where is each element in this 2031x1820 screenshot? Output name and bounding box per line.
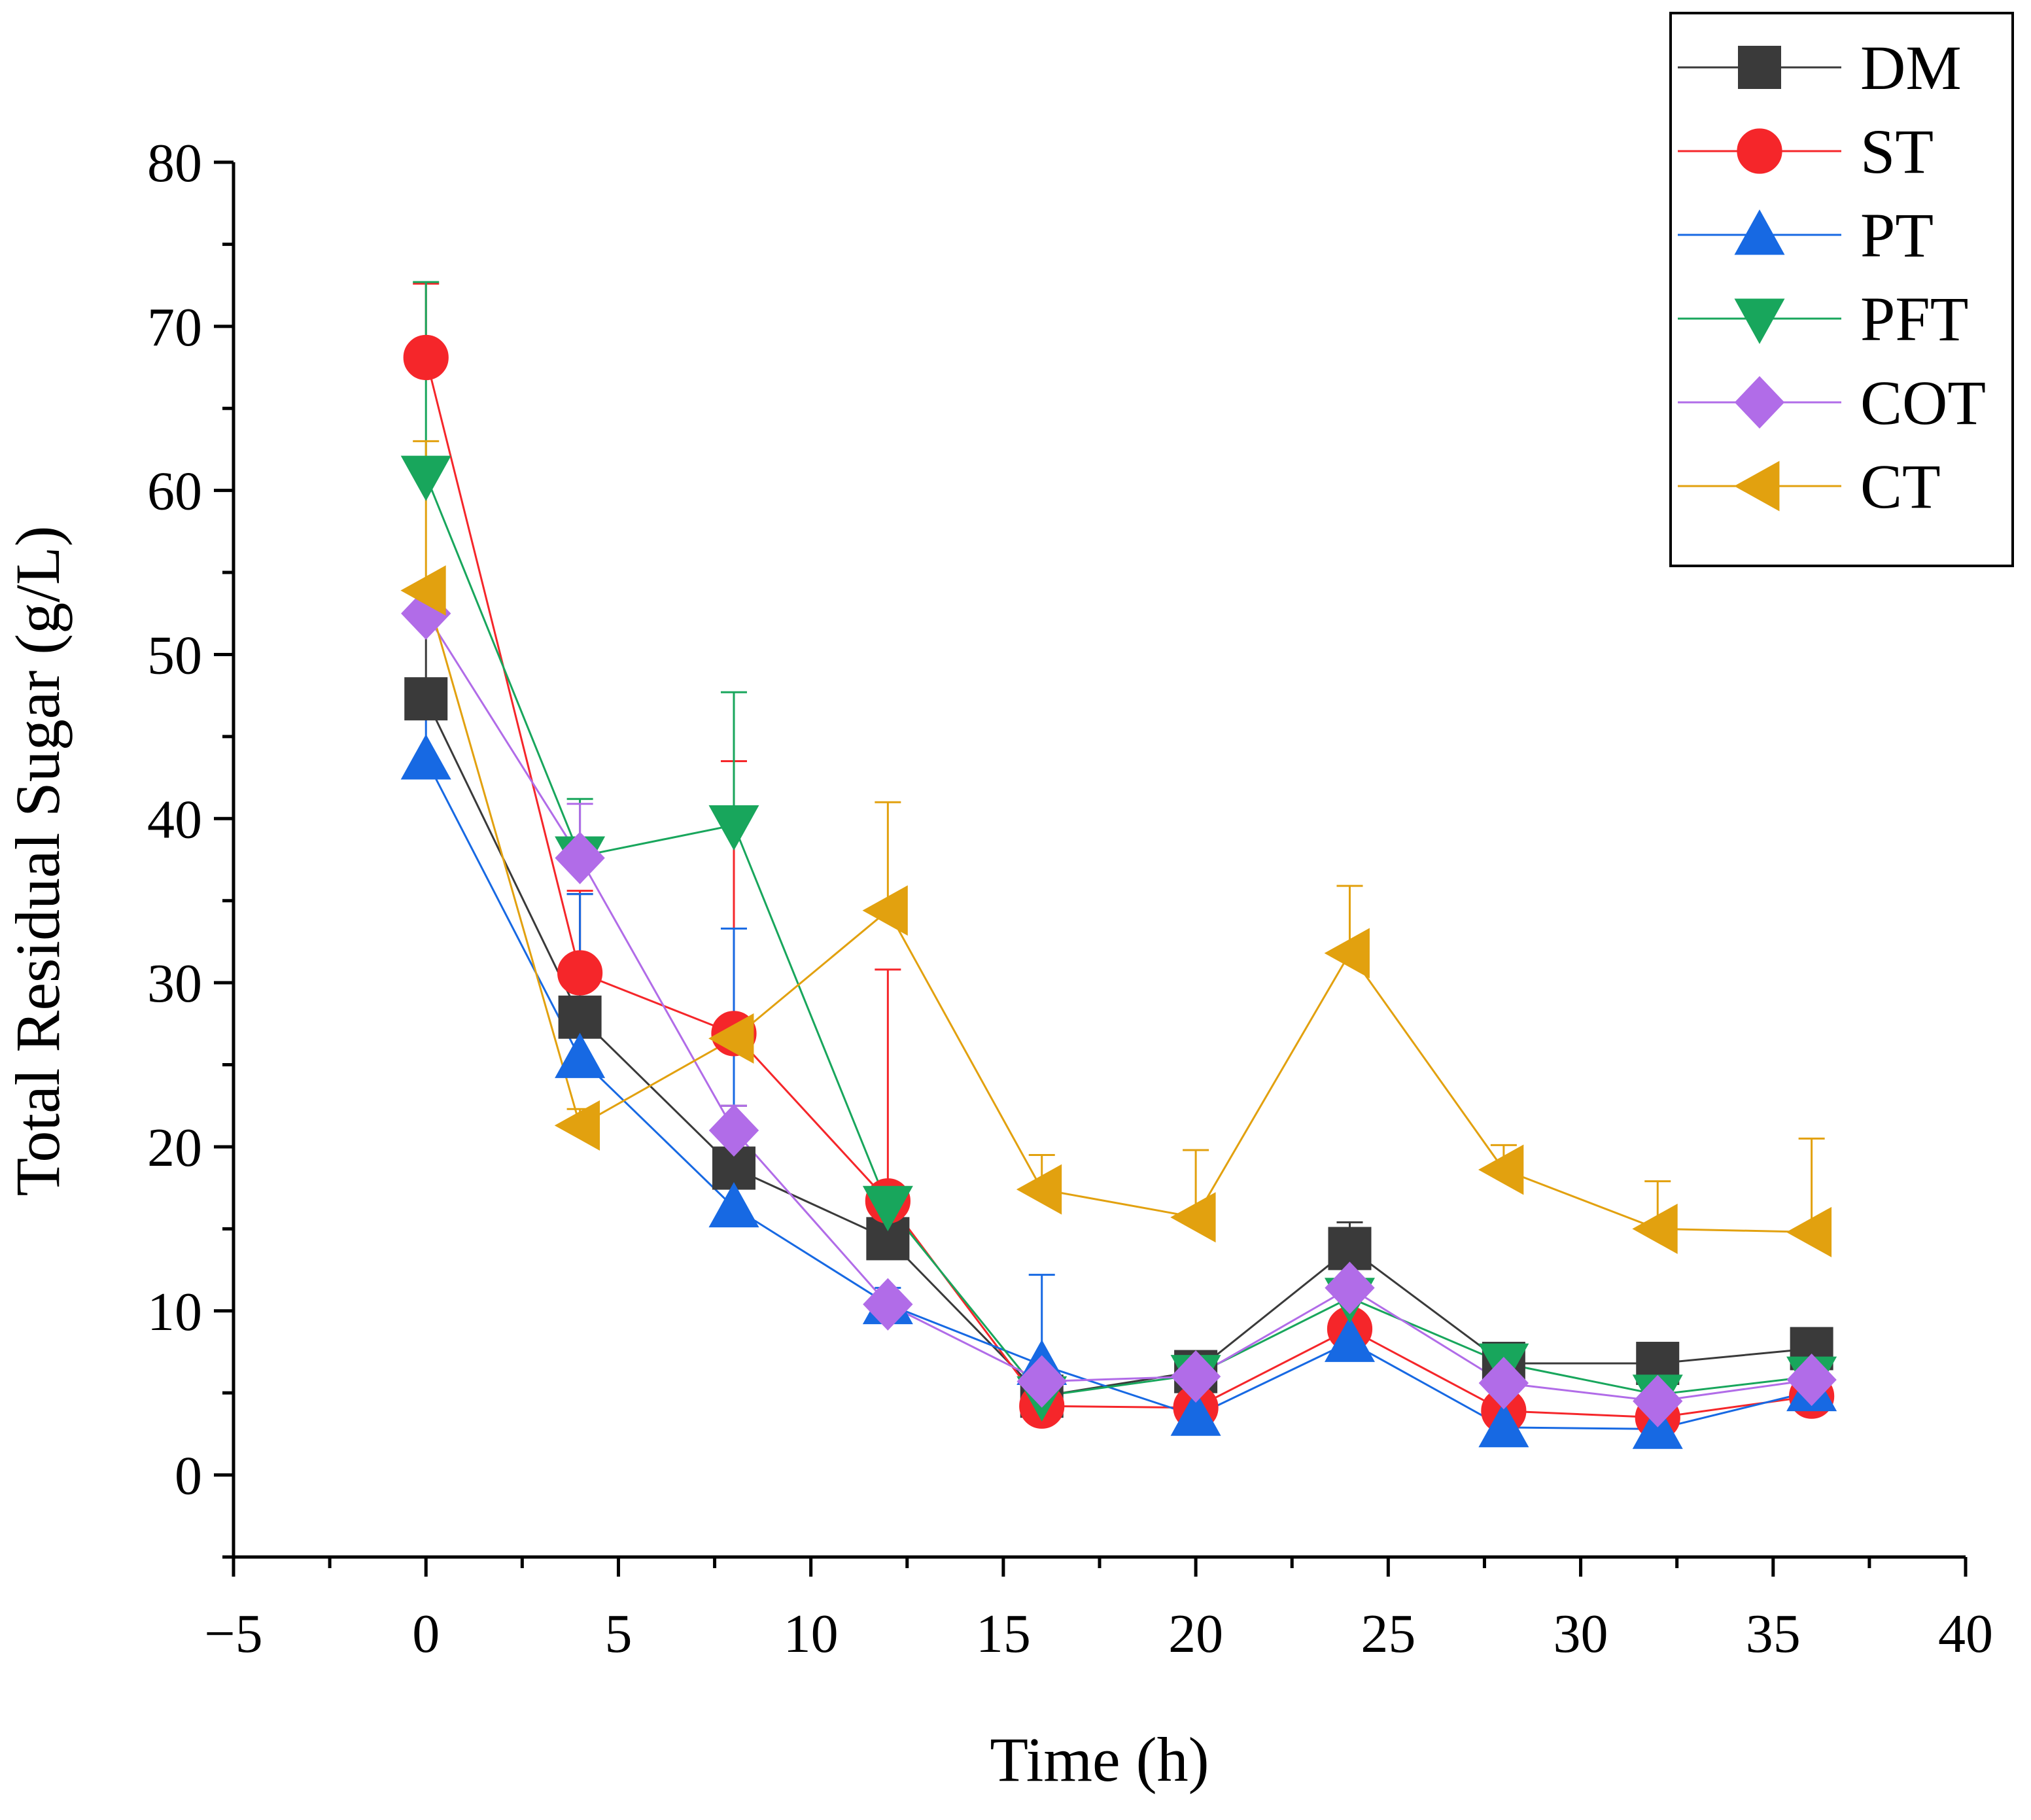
data-point-cot <box>1786 1354 1837 1407</box>
data-point-ct <box>1170 1192 1216 1243</box>
tick-labels: −5 0 5 10 15 20 25 30 35 40 0 10 20 30 40 50 60 70 80 <box>147 133 1993 1664</box>
series-line-st <box>425 357 1812 1419</box>
data-point-ct <box>554 1100 600 1151</box>
data-point-ct <box>1632 1203 1678 1254</box>
data-point-ct <box>1786 1206 1832 1257</box>
data-point-pft <box>862 1185 913 1232</box>
data-point-cot <box>1170 1350 1221 1403</box>
data-point-ct <box>1324 928 1370 979</box>
series-line-pt <box>425 759 1812 1430</box>
data-point-pt <box>1170 1390 1221 1436</box>
data-point-cot <box>708 1104 759 1157</box>
series-lines <box>425 357 1812 1430</box>
x-tick-label: 0 <box>412 1603 440 1664</box>
legend-marker-pft <box>1734 298 1785 344</box>
x-tick-label: 30 <box>1554 1603 1608 1664</box>
legend-label-pft: PFT <box>1860 284 1968 354</box>
series-line-pft <box>425 475 1812 1397</box>
y-tick-label: 10 <box>147 1282 202 1342</box>
y-tick-label: 50 <box>147 625 202 686</box>
ticks <box>214 160 1968 1577</box>
legend-label-dm: DM <box>1860 33 1962 103</box>
data-point-pt <box>555 1032 606 1078</box>
x-axis-title: Time (h) <box>990 1724 1209 1794</box>
data-point-dm <box>558 995 602 1039</box>
legend-marker-dm <box>1738 46 1781 89</box>
data-point-cot <box>555 831 605 884</box>
y-tick-label: 0 <box>175 1446 202 1507</box>
data-point-cot <box>1016 1355 1067 1408</box>
x-tick-label: 20 <box>1168 1603 1223 1664</box>
data-point-ct <box>400 565 446 616</box>
legend-label-cot: COT <box>1860 368 1986 438</box>
y-tick-label: 70 <box>147 297 202 358</box>
data-point-pt <box>1324 1316 1375 1362</box>
legend-marker-ct <box>1734 461 1780 512</box>
data-point-cot <box>1478 1357 1529 1410</box>
markers <box>400 334 1837 1449</box>
y-tick-label: 80 <box>147 133 202 194</box>
legend-box <box>1669 12 2014 567</box>
data-point-cot <box>1633 1374 1683 1427</box>
legend-label-st: ST <box>1860 116 1934 186</box>
legend-label-pt: PT <box>1860 200 1934 270</box>
legend-marker-st <box>1737 128 1782 174</box>
y-axis-title: Total Residual Sugar (g/L) <box>3 525 73 1196</box>
data-point-st <box>403 334 449 381</box>
legend-marker-pt <box>1734 209 1785 255</box>
data-point-cot <box>1325 1261 1375 1314</box>
data-point-ct <box>1016 1164 1062 1215</box>
data-point-pft <box>708 805 759 851</box>
x-tick-label: −5 <box>204 1603 262 1664</box>
data-point-pt <box>1478 1401 1529 1448</box>
data-point-cot <box>863 1278 913 1331</box>
legend: DM ST PT PFT COT CT <box>1669 12 2014 567</box>
series-line-dm <box>425 698 1812 1397</box>
y-tick-label: 20 <box>147 1117 202 1178</box>
y-tick-label: 40 <box>147 789 202 850</box>
x-tick-label: 25 <box>1361 1603 1415 1664</box>
data-point-ct <box>1478 1144 1524 1195</box>
y-tick-label: 30 <box>147 953 202 1014</box>
y-tick-label: 60 <box>147 461 202 522</box>
x-tick-label: 10 <box>784 1603 839 1664</box>
legend-marker-cot <box>1734 376 1785 429</box>
x-tick-label: 40 <box>1938 1603 1993 1664</box>
x-tick-label: 15 <box>976 1603 1031 1664</box>
data-point-pt <box>708 1181 759 1228</box>
data-point-pt <box>400 734 451 780</box>
series-line-ct <box>425 590 1812 1233</box>
series-line-cot <box>425 612 1812 1403</box>
data-point-ct <box>708 1013 754 1064</box>
data-point-dm <box>404 677 448 721</box>
legend-label-ct: CT <box>1860 451 1941 521</box>
data-point-ct <box>862 885 908 936</box>
x-tick-label: 35 <box>1746 1603 1801 1664</box>
x-tick-label: 5 <box>604 1603 632 1664</box>
data-point-pft <box>400 455 451 501</box>
data-point-st <box>557 950 603 996</box>
